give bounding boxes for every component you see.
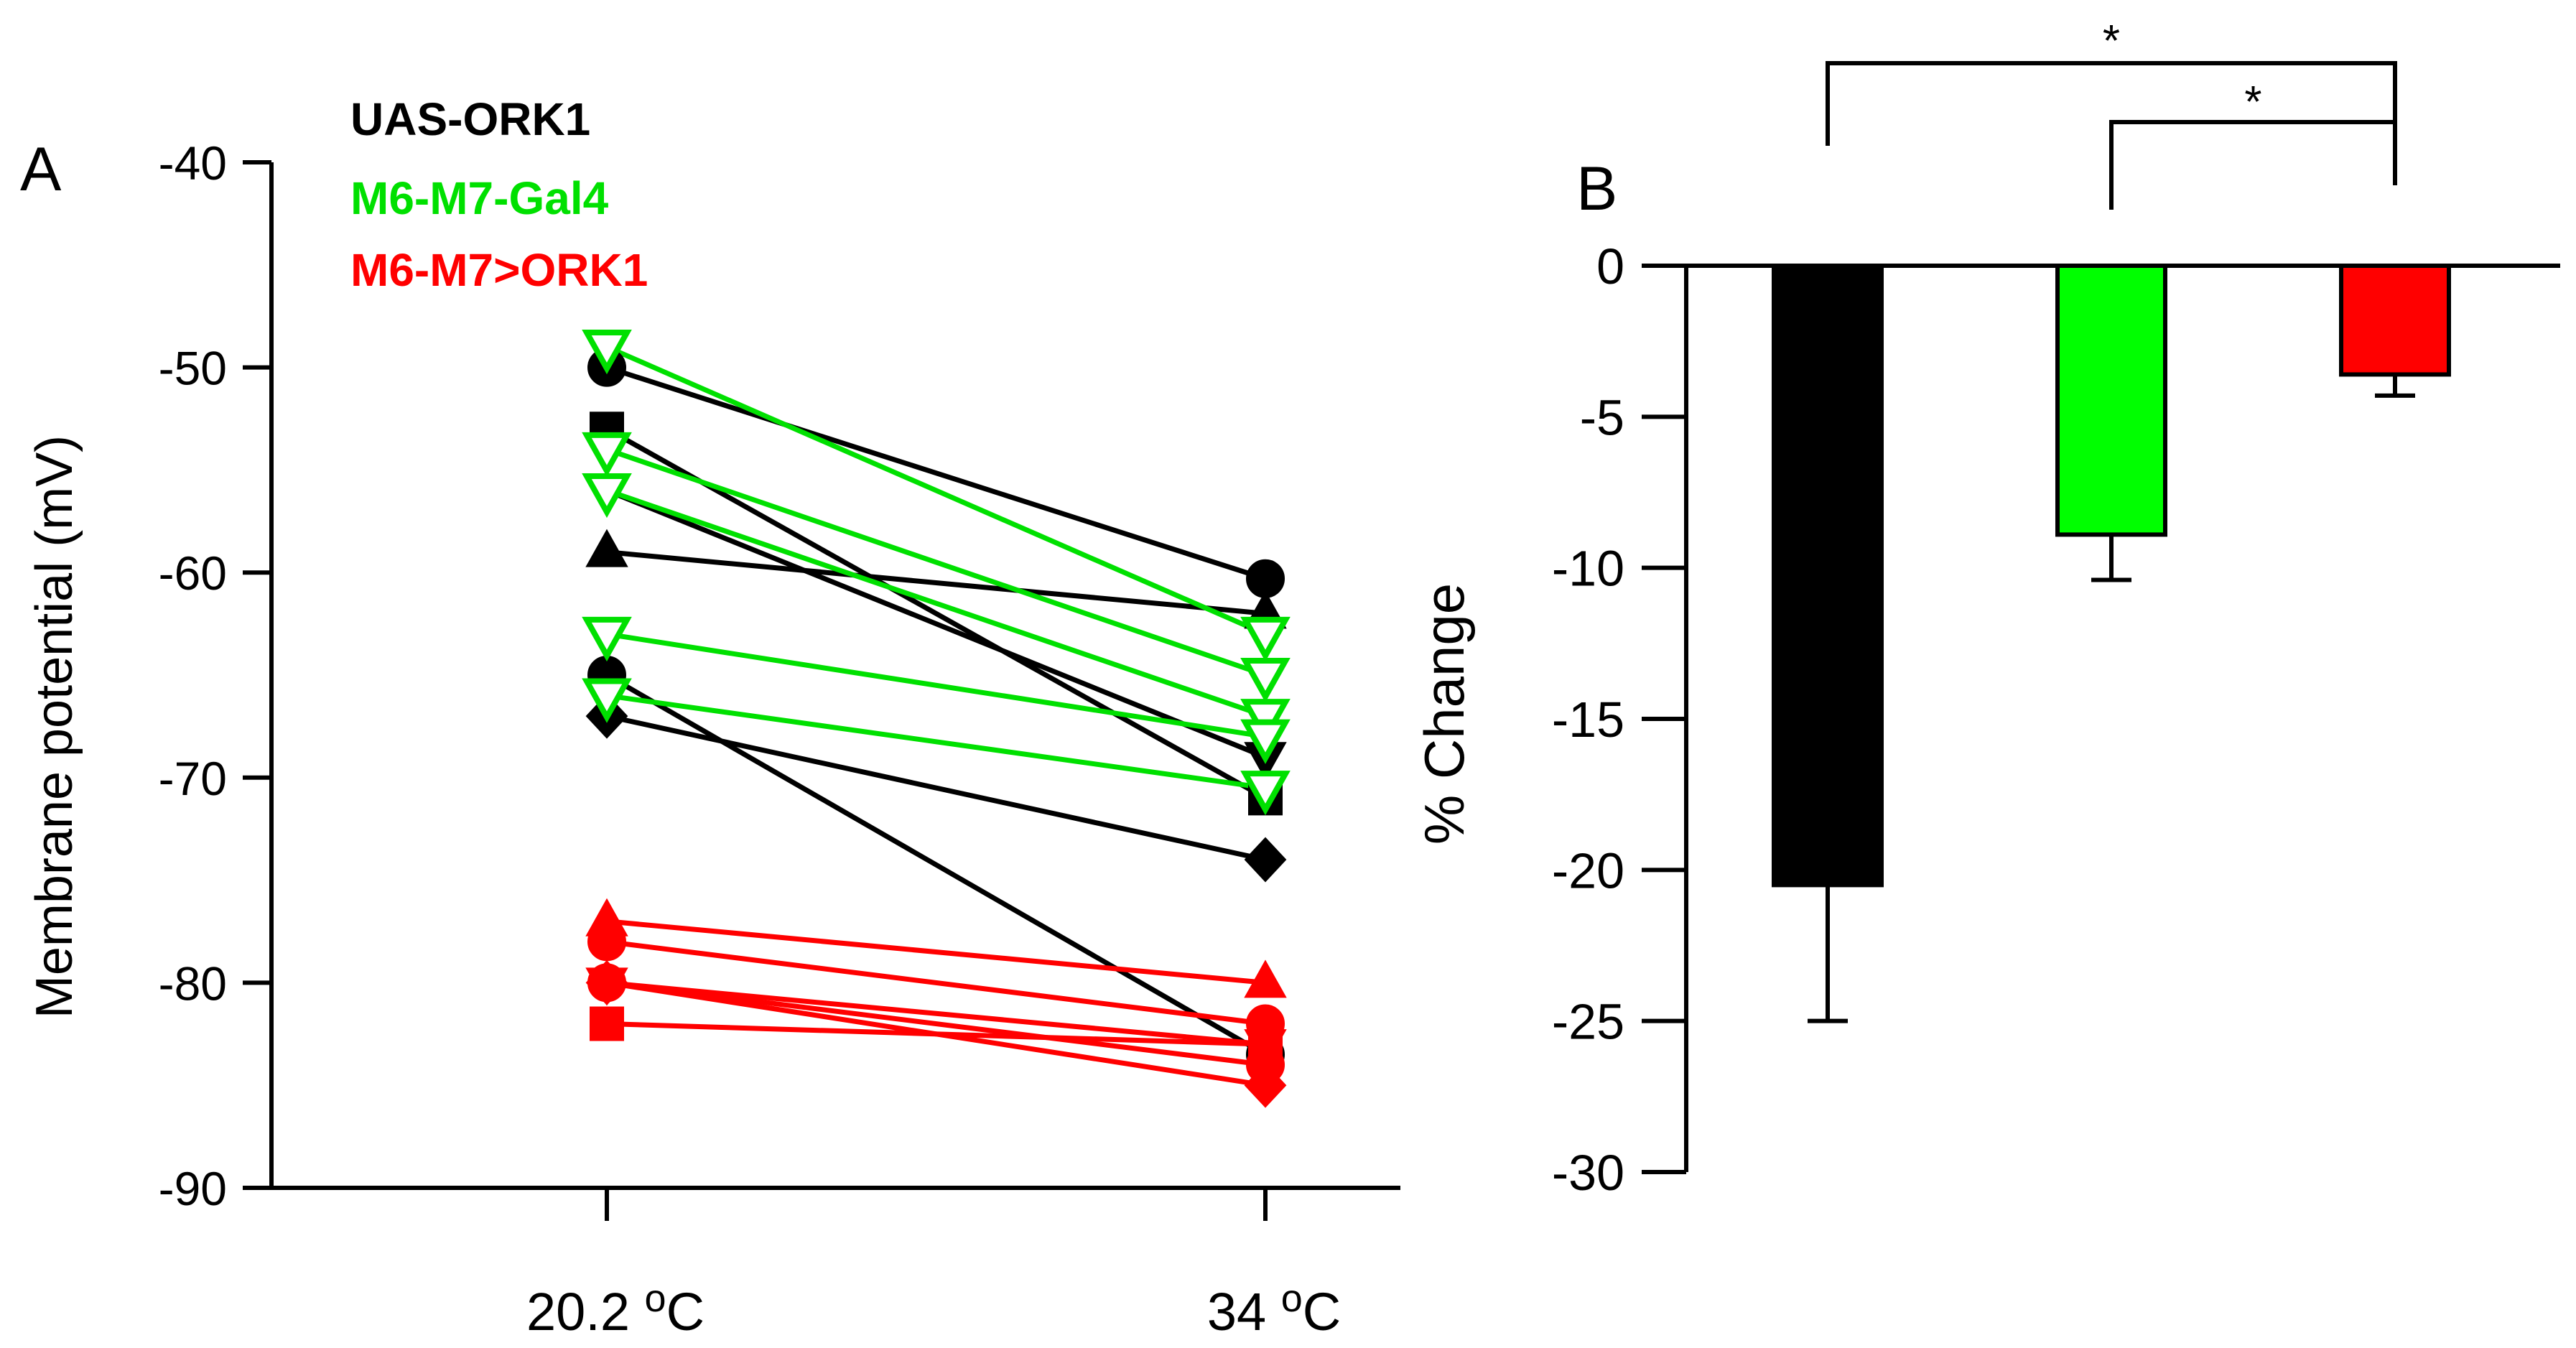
triangle-up-marker	[585, 529, 628, 567]
panel-a-y-axis-label: Membrane potential (mV)	[26, 435, 83, 1018]
series-line	[606, 693, 1266, 791]
series-segment	[605, 427, 1267, 801]
series-segment	[606, 693, 1266, 791]
series-segment	[606, 980, 1266, 1047]
triangle-down-marker	[582, 330, 632, 375]
triangle-down-marker	[1240, 719, 1291, 764]
panel-a-label: A	[20, 135, 62, 204]
bar	[1772, 264, 1884, 888]
legend-entry: UAS-ORK1	[350, 93, 590, 145]
panel-a-series-lines	[605, 344, 1267, 1088]
series-line	[606, 1021, 1266, 1047]
significance-star: *	[2103, 17, 2120, 66]
triangle-down-marker	[585, 967, 628, 1006]
legend-entry: M6-M7>ORK1	[350, 244, 648, 296]
square-marker	[590, 1006, 624, 1041]
series-segment	[605, 488, 1267, 760]
series-line	[606, 980, 1266, 1068]
panel-b-bars	[1772, 264, 2451, 1023]
series-segment	[606, 549, 1266, 616]
series-segment	[605, 344, 1267, 637]
series-line	[605, 488, 1267, 719]
y-tick-label: -30	[1552, 1145, 1624, 1201]
series-segment	[606, 631, 1266, 740]
y-tick-label: -10	[1552, 541, 1624, 597]
diamond-marker	[1244, 837, 1287, 883]
x-tick-label: 34 oC	[1207, 1277, 1341, 1342]
panel-b-significance: **	[1826, 17, 2397, 210]
circle-marker	[587, 922, 626, 962]
triangle-down-marker	[1240, 616, 1291, 662]
series-segment	[605, 447, 1267, 678]
y-tick-label: -50	[159, 342, 227, 395]
series-line	[606, 631, 1266, 740]
panel-a-axes: -90 -80 -70 -60 -50 -40 20.2 oC 34 oC	[159, 136, 1400, 1342]
significance-star: *	[2244, 78, 2261, 127]
series-line	[606, 549, 1266, 616]
triangle-down-marker	[582, 432, 632, 478]
series-line	[605, 427, 1267, 801]
series-segment	[606, 1021, 1266, 1047]
bar-group	[2339, 264, 2451, 398]
bar-group	[1772, 264, 1884, 1023]
y-tick-label: -90	[159, 1162, 227, 1215]
triangle-up-marker	[1244, 959, 1287, 998]
y-tick-label: -80	[159, 957, 227, 1010]
triangle-down-marker	[1240, 771, 1291, 816]
bar	[2055, 264, 2167, 537]
triangle-down-marker	[1240, 658, 1291, 703]
series-segment	[606, 713, 1266, 863]
series-line	[606, 919, 1266, 985]
legend-entry: M6-M7-Gal4	[350, 172, 609, 224]
series-segment	[606, 919, 1266, 985]
square-marker	[1248, 1027, 1283, 1062]
series-line	[606, 939, 1266, 1026]
bracket-line	[1826, 61, 2397, 146]
significance-bracket: *	[2109, 78, 2397, 210]
y-tick-label: -70	[159, 752, 227, 805]
y-tick-label: -20	[1552, 842, 1624, 898]
series-line	[606, 713, 1266, 863]
y-tick-label: -60	[159, 547, 227, 600]
bracket-line	[2109, 120, 2397, 210]
panel-b: B -30-25-20-15-10-50 ** % Change	[1413, 17, 2560, 1201]
panel-a-markers	[582, 330, 1291, 1108]
y-tick-label: -25	[1552, 994, 1624, 1050]
series-line	[605, 447, 1267, 678]
triangle-down-marker	[582, 678, 632, 723]
series-line	[605, 488, 1267, 760]
series-segment	[605, 488, 1267, 719]
panel-b-y-axis-label: % Change	[1413, 583, 1476, 845]
x-tick-label: 20.2 oC	[526, 1277, 705, 1342]
y-tick-label: 0	[1596, 238, 1624, 294]
series-segment	[605, 365, 1267, 582]
bar	[2339, 264, 2451, 377]
panel-b-label: B	[1576, 154, 1617, 223]
significance-bracket: *	[1826, 17, 2397, 146]
series-segment	[606, 980, 1266, 1068]
panel-a-legend: UAS-ORK1 M6-M7-Gal4 M6-M7>ORK1	[350, 93, 648, 296]
series-line	[606, 980, 1266, 1047]
panel-a: A -90 -80 -70 -60 -50 -40 20.2 oC 34 oC UAS-ORK…	[20, 93, 1400, 1342]
triangle-down-marker	[582, 616, 632, 662]
series-line	[605, 365, 1267, 582]
y-tick-label: -40	[159, 136, 227, 190]
y-tick-label: -5	[1580, 389, 1624, 445]
series-segment	[606, 939, 1266, 1026]
triangle-down-marker	[582, 473, 632, 519]
series-line	[605, 344, 1267, 637]
y-tick-label: -15	[1552, 692, 1624, 748]
bar-group	[2055, 264, 2167, 582]
